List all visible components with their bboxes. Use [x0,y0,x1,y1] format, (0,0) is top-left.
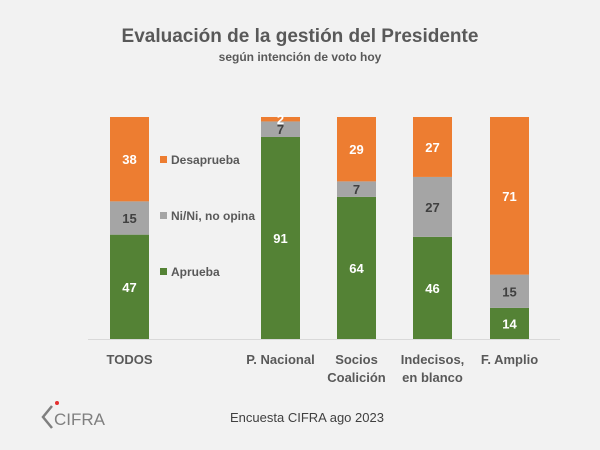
category-label: P. Nacional [246,352,314,367]
legend-swatch [160,212,167,219]
legend-label: Aprueba [171,265,220,279]
logo-text: CIFRA [54,410,106,429]
legend-swatch [160,268,167,275]
data-label: 46 [425,281,439,296]
bar-ni-ni-no-opina-4 [490,274,529,308]
bar-ni-ni-no-opina-0 [110,201,149,235]
category-label: Indecisos, [401,352,465,367]
data-label: 27 [425,200,439,215]
chart-title: Evaluación de la gestión del Presidente [121,26,479,47]
data-label: 91 [273,231,287,246]
bar-desaprueba-1 [261,117,300,122]
bar-ni-ni-no-opina-1 [261,121,300,137]
cifra-logo: CIFRA [40,398,110,437]
category-label: TODOS [107,352,153,367]
bar-aprueba-0 [110,234,149,339]
source-note: Encuesta CIFRA ago 2023 [230,410,384,425]
data-label: 64 [349,261,364,276]
legend-swatch [160,156,167,163]
bar-ni-ni-no-opina-2 [337,181,376,197]
bar-desaprueba-4 [490,117,529,275]
data-label: 2 [277,112,284,127]
data-label: 47 [122,280,136,295]
data-label: 38 [122,152,136,167]
data-label: 15 [502,284,516,299]
data-label: 29 [349,142,363,157]
data-label: 27 [425,140,439,155]
bar-desaprueba-0 [110,117,149,202]
chart-subtitle: según intención de voto hoy [218,50,382,64]
legend-label: Desaprueba [171,153,240,167]
cifra-logo-icon: CIFRA [41,401,106,429]
bar-aprueba-3 [413,236,452,339]
bar-aprueba-4 [490,307,529,339]
bar-aprueba-1 [261,136,300,339]
bar-ni-ni-no-opina-3 [413,176,452,237]
legend-label: Ni/Ni, no opina [171,209,255,223]
data-label: 71 [502,189,516,204]
category-label: Coalición [327,370,386,385]
data-label: 7 [277,122,284,137]
category-label: en blanco [402,370,463,385]
bar-desaprueba-3 [413,117,452,177]
data-label: 7 [353,182,360,197]
category-label: Socios [335,352,378,367]
data-label: 14 [502,316,517,331]
bar-desaprueba-2 [337,117,376,182]
bar-aprueba-2 [337,196,376,339]
data-label: 15 [122,211,136,226]
category-label: F. Amplio [481,352,538,367]
